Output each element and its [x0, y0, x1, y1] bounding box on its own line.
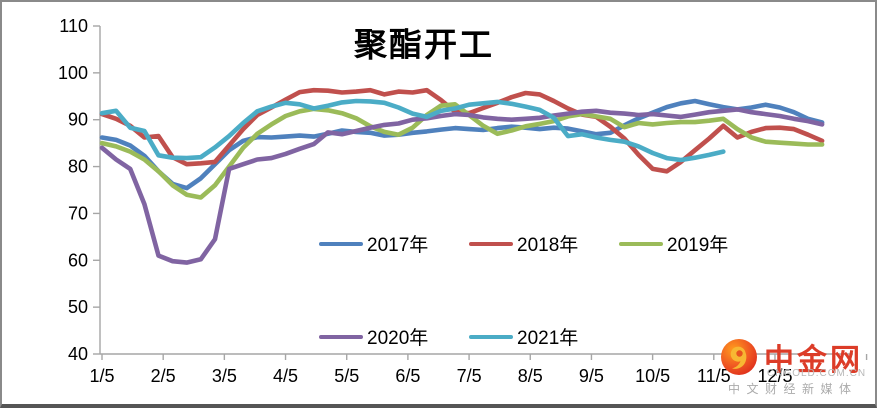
legend-swatch-icon	[319, 241, 363, 246]
x-tick-label: 1/5	[89, 366, 114, 386]
x-tick-label: 9/5	[579, 366, 604, 386]
legend-swatch-icon	[469, 334, 513, 339]
x-tick-label: 4/5	[273, 366, 298, 386]
series-line-2019年	[99, 102, 825, 200]
y-tick-label: 60	[68, 250, 88, 270]
series-line-2021年	[99, 98, 726, 163]
y-tick-label: 100	[58, 63, 88, 83]
x-tick-label: 6/5	[395, 366, 420, 386]
y-tick-label: 80	[68, 157, 88, 177]
series-line-2020年	[99, 107, 825, 265]
legend-item-2020年[interactable]: 2020年	[319, 323, 428, 350]
legend-swatch-icon	[469, 241, 513, 246]
legend-swatch-icon	[319, 334, 363, 339]
legend-label: 2019年	[667, 235, 729, 256]
legend-label: 2018年	[517, 235, 579, 256]
y-tick-label: 40	[68, 344, 88, 364]
x-tick-label: 12/5	[757, 366, 792, 386]
x-tick-label: 10/5	[635, 366, 670, 386]
y-tick-label: 70	[68, 203, 88, 223]
legend-item-2018年[interactable]: 2018年	[469, 230, 578, 257]
x-tick-label: 2/5	[151, 366, 176, 386]
legend-label: 2020年	[367, 328, 429, 349]
x-tick-label: 8/5	[518, 366, 543, 386]
x-tick-label: 11/5	[697, 366, 731, 386]
legend-item-2019年[interactable]: 2019年	[619, 230, 728, 257]
x-tick-label: 3/5	[212, 366, 237, 386]
x-tick-label: 5/5	[334, 366, 359, 386]
legend-item-2017年[interactable]: 2017年	[319, 230, 428, 257]
chart-title: 聚酯开工	[354, 25, 494, 64]
y-tick-label: 110	[59, 16, 88, 36]
legend-label: 2021年	[517, 328, 579, 349]
legend-swatch-icon	[619, 241, 663, 246]
legend-label: 2017年	[367, 235, 429, 256]
legend-item-2021年[interactable]: 2021年	[469, 323, 578, 350]
x-tick-label: 7/5	[457, 366, 482, 386]
y-tick-label: 50	[68, 297, 88, 317]
y-tick-label: 90	[68, 110, 88, 130]
